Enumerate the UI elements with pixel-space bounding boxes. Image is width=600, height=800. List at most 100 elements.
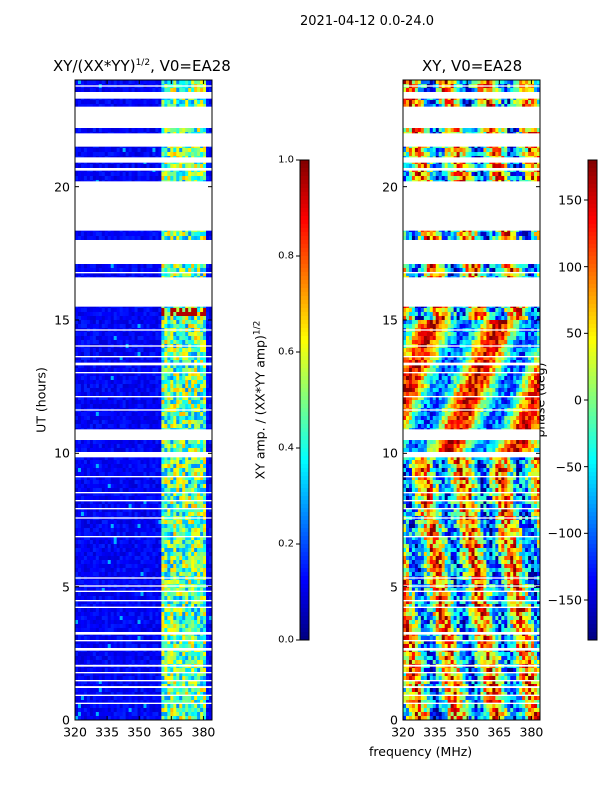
heatmap-cell [206,80,210,85]
heatmap-cell [176,380,180,385]
heatmap-cell [209,320,213,325]
heatmap-cell [122,440,127,445]
heatmap-cell [149,404,153,409]
heatmap-cell [209,400,213,405]
heatmap-cell [146,268,150,273]
heatmap-cell [137,272,141,277]
heatmap-cell [155,412,159,417]
heatmap-cell [86,176,91,181]
heatmap-cell [209,476,213,481]
heatmap-cell [188,472,192,477]
heatmap-cell [200,388,204,393]
heatmap-cell [149,448,153,453]
heatmap-cell [155,88,159,93]
heatmap-cell [200,360,204,365]
heatmap-cell [113,500,118,505]
heatmap-cell [182,348,186,353]
heatmap-cell [89,264,94,269]
heatmap-cell [77,236,82,241]
heatmap-cell [122,412,127,417]
heatmap-cell [152,464,156,469]
heatmap-cell [77,500,82,505]
heatmap-cell [155,320,159,325]
heatmap-cell [200,88,204,93]
heatmap-cell [155,340,159,345]
heatmap-cell [95,476,100,481]
heatmap-cell [188,308,192,313]
heatmap-cell [152,472,156,477]
heatmap-cell [173,384,177,389]
heatmap-cell [95,424,100,429]
heatmap-cell [209,420,213,425]
heatmap-cell [143,164,147,169]
heatmap-cell [98,376,103,381]
heatmap-cell [179,404,183,409]
heatmap-cell [110,460,115,465]
heatmap-cell [128,412,132,417]
heatmap-cell [116,352,121,357]
heatmap-cell [104,324,109,329]
heatmap-cell [203,316,207,321]
heatmap-cell [134,312,138,317]
heatmap-cell [113,128,118,133]
heatmap-cell [173,164,177,169]
heatmap-cell [197,424,201,429]
heatmap-cell [101,368,106,373]
heatmap-cell [203,404,207,409]
heatmap-cell [101,492,106,497]
heatmap-cell [107,512,112,517]
heatmap-cell [131,384,135,389]
heatmap-cell [122,456,127,461]
heatmap-cell [182,508,186,513]
heatmap-cell [173,332,177,337]
heatmap-cell [209,340,213,345]
heatmap-cell [80,400,85,405]
heatmap-cell [107,80,112,85]
heatmap-cell [143,400,147,405]
heatmap-cell [110,372,115,377]
heatmap-cell [188,468,192,473]
heatmap-cell [197,444,201,449]
heatmap-cell [140,268,144,273]
heatmap-cell [101,396,106,401]
heatmap-cell [188,404,192,409]
heatmap-cell [182,472,186,477]
heatmap-cell [200,500,204,505]
heatmap-cell [188,368,192,373]
heatmap-cell [185,152,189,157]
heatmap-cell [170,476,174,481]
heatmap-cell [170,496,174,501]
heatmap-cell [185,268,189,273]
heatmap-cell [92,404,97,409]
heatmap-cell [110,508,115,513]
heatmap-cell [77,88,82,93]
heatmap-cell [119,480,124,485]
heatmap-cell [164,384,168,389]
heatmap-cell [179,316,183,321]
heatmap-cell [119,424,124,429]
heatmap-cell [197,488,201,493]
heatmap-cell [80,100,85,105]
heatmap-cell [122,488,127,493]
heatmap-cell [113,268,118,273]
heatmap-cell [197,80,201,85]
heatmap-cell [188,376,192,381]
heatmap-cell [101,356,106,361]
heatmap-cell [80,232,85,237]
heatmap-cell [176,392,180,397]
heatmap-cell [95,388,100,393]
heatmap-cell [161,448,165,453]
heatmap-cell [188,400,192,405]
heatmap-cell [173,232,177,237]
heatmap-cell [179,396,183,401]
heatmap-cell [161,460,165,465]
heatmap-cell [110,360,115,365]
heatmap-cell [185,504,189,509]
heatmap-cell [125,424,130,429]
heatmap-cell [209,504,213,509]
heatmap-cell [89,476,94,481]
heatmap-cell [107,152,112,157]
heatmap-cell [104,416,109,421]
heatmap-cell [158,472,162,477]
